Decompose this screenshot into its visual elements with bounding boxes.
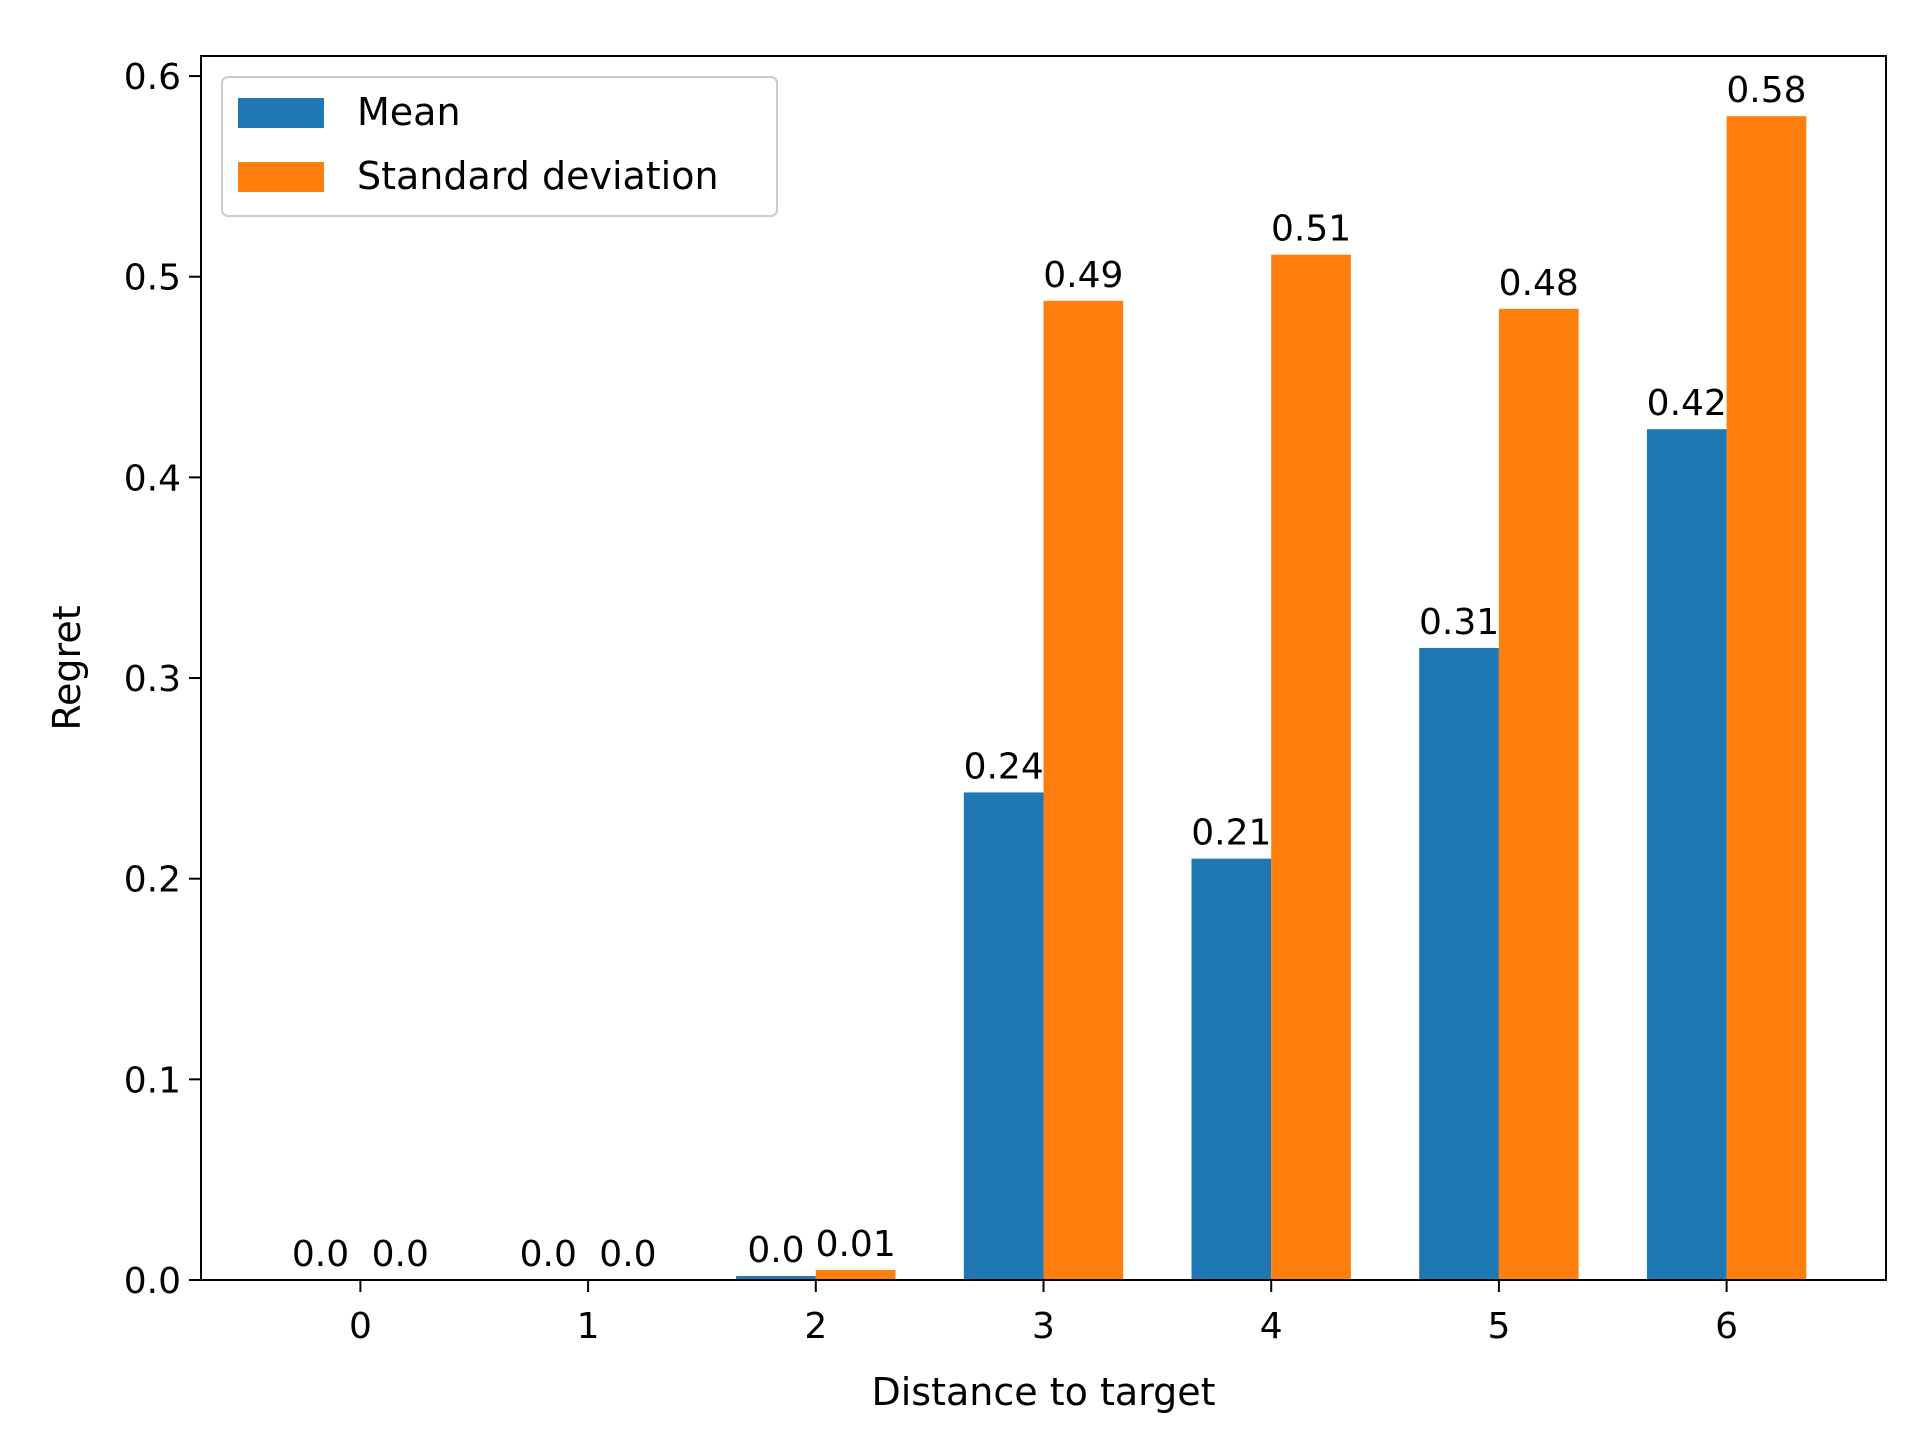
bar-value-label: 0.0	[747, 1230, 804, 1271]
bar-value-label: 0.0	[520, 1234, 577, 1275]
bar-standard-deviation-4	[1271, 254, 1351, 1281]
x-axis-label: Distance to target	[871, 1370, 1215, 1414]
y-tick-label: 0.6	[124, 57, 181, 98]
legend-swatch	[238, 162, 324, 192]
bar-standard-deviation-6	[1726, 116, 1807, 1280]
bar-value-label: 0.21	[1191, 813, 1271, 854]
x-tick-label: 0	[349, 1306, 372, 1347]
bar-labels-group: 0.0 0.0 0.0 0.24 0.21 0.31 0.42 0.0 0.0 0.01 0.49 0…	[292, 70, 1807, 1275]
bar-value-label: 0.31	[1419, 602, 1499, 643]
bar-standard-deviation-2	[815, 1269, 896, 1280]
y-axis-label: Regret	[45, 605, 89, 730]
y-axis: 0.0 0.1 0.2 0.3 0.4 0.5 0.6	[124, 57, 201, 1302]
bar-mean-6	[1646, 429, 1727, 1280]
x-tick-label: 5	[1487, 1306, 1510, 1347]
bar-mean-3	[963, 792, 1044, 1280]
bars-group	[736, 116, 1807, 1281]
y-tick-label: 0.4	[124, 458, 181, 499]
bar-mean-4	[1191, 858, 1272, 1280]
bar-value-label: 0.42	[1647, 383, 1727, 424]
bar-mean-5	[1419, 647, 1499, 1280]
bar-value-label: 0.48	[1499, 263, 1579, 304]
y-tick-label: 0.5	[124, 258, 181, 299]
x-tick-label: 2	[804, 1306, 827, 1347]
bar-value-label: 0.51	[1271, 209, 1351, 250]
x-tick-label: 6	[1715, 1306, 1738, 1347]
legend-box	[221, 76, 778, 217]
bar-value-label: 0.0	[292, 1234, 349, 1275]
bar-value-label: 0.24	[964, 746, 1044, 787]
x-tick-label: 4	[1260, 1306, 1283, 1347]
legend-swatch	[238, 98, 324, 128]
legend: Mean Standard deviation	[221, 76, 778, 217]
bar-value-label: 0.49	[1043, 255, 1123, 296]
bar-value-label: 0.0	[599, 1234, 656, 1275]
bar-value-label: 0.58	[1726, 70, 1806, 111]
legend-label: Mean	[357, 90, 461, 134]
y-tick-label: 0.3	[124, 659, 181, 700]
x-tick-label: 3	[1032, 1306, 1055, 1347]
legend-label: Standard deviation	[357, 154, 719, 198]
bar-value-label: 0.0	[372, 1234, 429, 1275]
y-tick-label: 0.1	[124, 1060, 181, 1101]
bar-standard-deviation-3	[1043, 300, 1124, 1280]
bar-value-label: 0.01	[816, 1224, 896, 1265]
bar-standard-deviation-5	[1498, 308, 1579, 1280]
y-tick-label: 0.0	[124, 1261, 181, 1302]
x-axis: 0 1 2 3 4 5 6	[349, 1280, 1738, 1347]
bar-mean-2	[736, 1275, 816, 1280]
x-tick-label: 1	[577, 1306, 600, 1347]
y-tick-label: 0.2	[124, 860, 181, 901]
